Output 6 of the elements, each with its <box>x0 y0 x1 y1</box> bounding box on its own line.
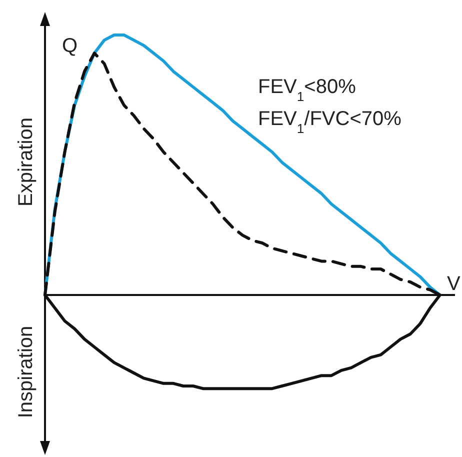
annotation: FEV$_{1}$<80% <box>258 76 356 104</box>
text: Expiration <box>15 118 37 206</box>
annotation: FEV$_{1}$/FVC<70% <box>258 108 402 136</box>
y-axis-title: Q <box>62 35 78 57</box>
x-axis-title: V <box>447 273 461 295</box>
text: Inspiration <box>15 326 37 418</box>
